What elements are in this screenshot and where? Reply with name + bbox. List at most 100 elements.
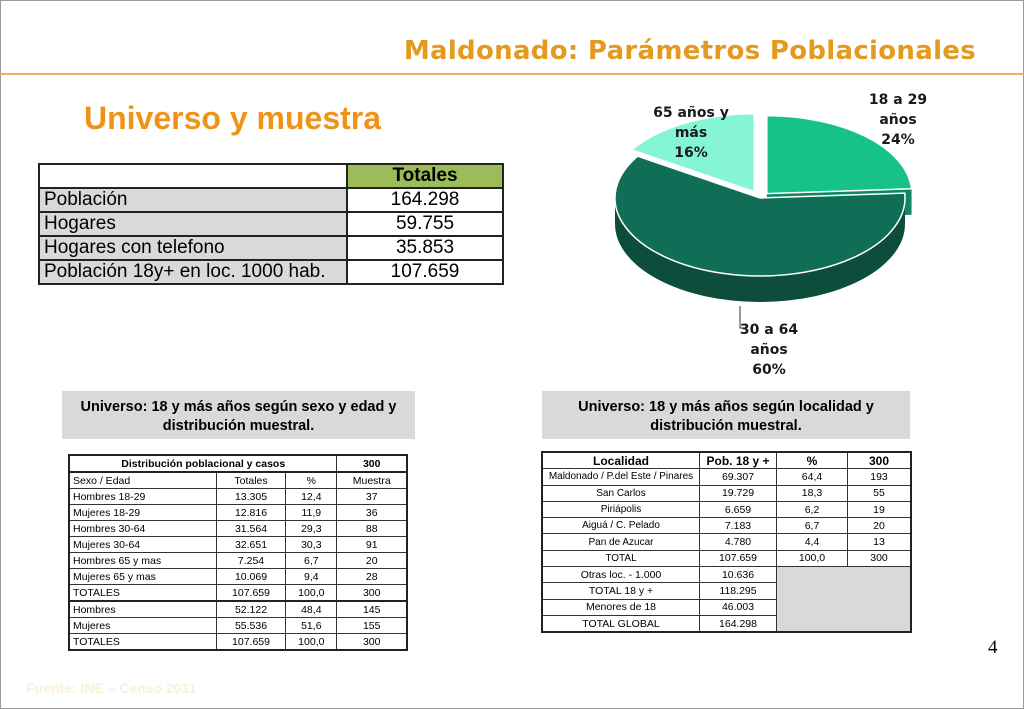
cell-sample: 145 [337, 601, 407, 618]
cell-percent: 6,7 [777, 518, 848, 534]
cell-population: 7.183 [700, 518, 777, 534]
table-title-value: 300 [337, 455, 407, 472]
cell-total: 32.651 [216, 537, 285, 553]
row-label: Hombres 18-29 [69, 489, 216, 505]
empty-grey-block [777, 567, 912, 633]
pie-label-line: 18 a 29 [862, 90, 934, 110]
caption-sex-age: Universo: 18 y más años según sexo y eda… [62, 391, 415, 439]
table-row: Mujeres 30-64 32.651 30,3 91 [69, 537, 407, 553]
cell-percent: 100,0 [286, 634, 337, 651]
locality-rows: Maldonado / P.del Este / Pinares 69.307 64… [542, 469, 911, 632]
cell-sample: 300 [848, 550, 912, 566]
row-label: Hombres 65 y mas [69, 553, 216, 569]
pie-label-pct: 16% [648, 143, 734, 163]
cell-total: 107.659 [216, 634, 285, 651]
cell-sample: 37 [337, 489, 407, 505]
row-label: TOTAL 18 y + [542, 583, 700, 599]
table-row: Hogares 59.755 [39, 212, 503, 236]
row-label: Población [39, 188, 347, 212]
table-header-row: Localidad Pob. 18 y + % 300 [542, 452, 911, 469]
pie-label-line: años [862, 110, 934, 130]
column-header: 300 [848, 452, 912, 469]
row-label: Mujeres 65 y mas [69, 569, 216, 585]
pie-label-65-plus: 65 años y más 16% [648, 103, 734, 163]
cell-sample: 300 [337, 585, 407, 602]
header-blank-cell [39, 164, 347, 188]
cell-population: 6.659 [700, 501, 777, 517]
row-label: TOTALES [69, 634, 216, 651]
table-row: TOTALES 107.659 100,0 300 [69, 634, 407, 651]
cell-percent: 9,4 [286, 569, 337, 585]
row-value: 164.298 [347, 188, 503, 212]
cell-percent: 100,0 [777, 550, 848, 566]
table-row: TOTALES 107.659 100,0 300 [69, 585, 407, 602]
pie-label-line: años [727, 340, 811, 360]
row-label: Menores de 18 [542, 599, 700, 615]
column-header: Localidad [542, 452, 700, 469]
cell-sample: 300 [337, 634, 407, 651]
row-value: 107.659 [347, 260, 503, 284]
slide-title: Maldonado: Parámetros Poblacionales [404, 36, 976, 66]
row-label: Hogares [39, 212, 347, 236]
column-header: % [777, 452, 848, 469]
cell-percent: 30,3 [286, 537, 337, 553]
cell-total: 13.305 [216, 489, 285, 505]
cell-sample: 20 [337, 553, 407, 569]
row-label: Aiguá / C. Pelado [542, 518, 700, 534]
cell-population: 118.295 [700, 583, 777, 599]
sex-age-rows: Hombres 18-29 13.305 12,4 37 Mujeres 18-29 12… [69, 489, 407, 651]
cell-percent: 64,4 [777, 469, 848, 485]
table-row: Maldonado / P.del Este / Pinares 69.307 64… [542, 469, 911, 485]
column-header: % [286, 472, 337, 489]
table-row: Otras loc. - 1.000 10.636 [542, 567, 911, 583]
table-row: Aiguá / C. Pelado 7.183 6,7 20 [542, 518, 911, 534]
pie-label-18-29: 18 a 29 años 24% [862, 90, 934, 150]
title-divider [0, 73, 1024, 75]
cell-total: 10.069 [216, 569, 285, 585]
sex-age-table: Distribución poblacional y casos 300 Sex… [68, 454, 408, 651]
cell-total: 7.254 [216, 553, 285, 569]
cell-sample: 193 [848, 469, 912, 485]
column-header: Muestra [337, 472, 407, 489]
cell-sample: 13 [848, 534, 912, 550]
cell-percent: 18,3 [777, 485, 848, 501]
cell-percent: 6,2 [777, 501, 848, 517]
cell-sample: 36 [337, 505, 407, 521]
cell-population: 164.298 [700, 615, 777, 632]
cell-total: 52.122 [216, 601, 285, 618]
cell-sample: 20 [848, 518, 912, 534]
table-row: Hombres 65 y mas 7.254 6,7 20 [69, 553, 407, 569]
table-header-row: Sexo / Edad Totales % Muestra [69, 472, 407, 489]
cell-sample: 28 [337, 569, 407, 585]
cell-percent: 48,4 [286, 601, 337, 618]
row-label: Mujeres 18-29 [69, 505, 216, 521]
cell-percent: 51,6 [286, 618, 337, 634]
cell-population: 46.003 [700, 599, 777, 615]
table-row: Piriápolis 6.659 6,2 19 [542, 501, 911, 517]
row-label: Población 18y+ en loc. 1000 hab. [39, 260, 347, 284]
table-row: Población 164.298 [39, 188, 503, 212]
row-label: TOTAL GLOBAL [542, 615, 700, 632]
column-header: Pob. 18 y + [700, 452, 777, 469]
cell-percent: 100,0 [286, 585, 337, 602]
table-header-row: Totales [39, 164, 503, 188]
slide-subtitle: Universo y muestra [84, 100, 381, 137]
header-cell: Totales [347, 164, 503, 188]
row-label: San Carlos [542, 485, 700, 501]
cell-population: 10.636 [700, 567, 777, 583]
table-row: Hombres 30-64 31.564 29,3 88 [69, 521, 407, 537]
locality-table: Localidad Pob. 18 y + % 300 Maldonado / … [541, 451, 912, 633]
caption-locality: Universo: 18 y más años según localidad … [542, 391, 910, 439]
cell-sample: 155 [337, 618, 407, 634]
table-row: Hombres 18-29 13.305 12,4 37 [69, 489, 407, 505]
cell-sample: 19 [848, 501, 912, 517]
row-label: Hombres 30-64 [69, 521, 216, 537]
row-label: Mujeres [69, 618, 216, 634]
totals-table: Totales Población 164.298 Hogares 59.755… [38, 163, 504, 285]
cell-total: 12.816 [216, 505, 285, 521]
row-label: Hombres [69, 601, 216, 618]
table-title: Distribución poblacional y casos [69, 455, 337, 472]
row-label: TOTALES [69, 585, 216, 602]
pie-label-line: 65 años y [648, 103, 734, 123]
cell-sample: 91 [337, 537, 407, 553]
